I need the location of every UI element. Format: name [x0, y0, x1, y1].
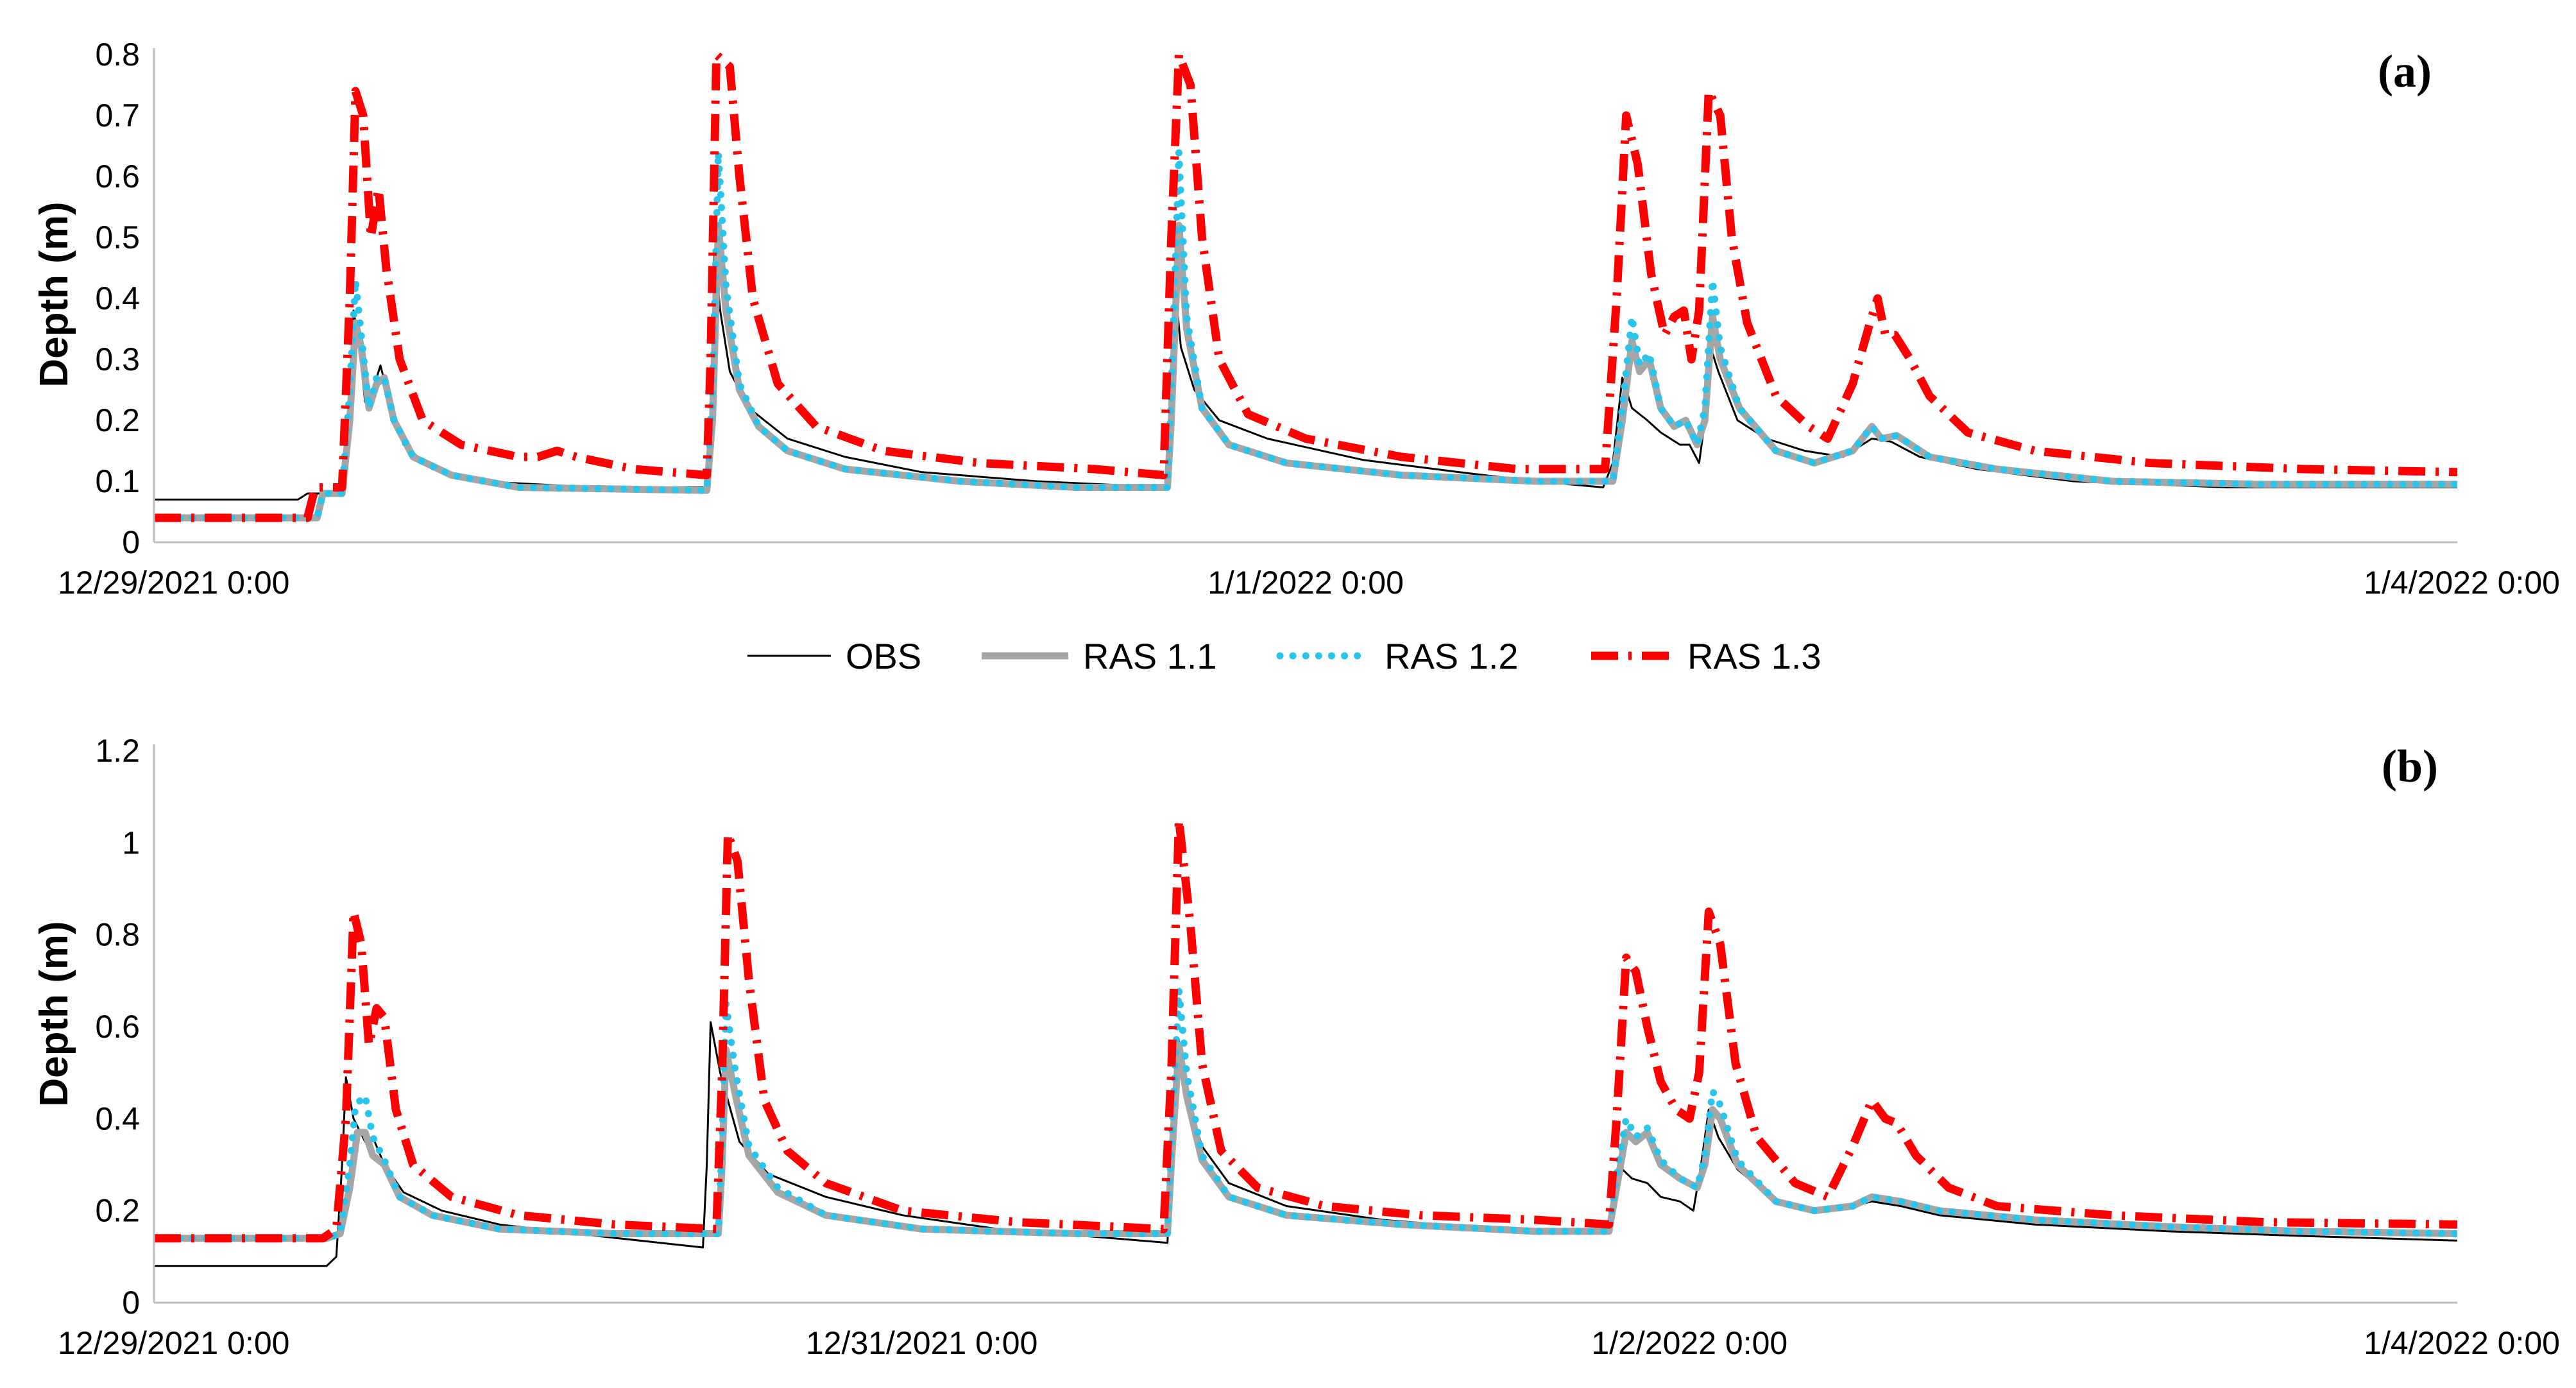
x-tick-label: 12/29/2021 0:00: [58, 1325, 289, 1361]
y-tick-label: 0: [122, 1285, 140, 1321]
y-tick-label: 0.2: [95, 1193, 140, 1229]
panel-a-label: (a): [2378, 46, 2432, 97]
series-line-ras-1-3: [154, 816, 2457, 1243]
y-tick-label: 0.6: [95, 1009, 140, 1045]
y-tick-label: 0.4: [95, 280, 140, 316]
legend-item-obs: OBS: [747, 636, 921, 676]
panel-b-label: (b): [2382, 741, 2438, 792]
panel-b-series: [154, 816, 2457, 1267]
x-tick-label: 1/4/2022 0:00: [2364, 1325, 2560, 1361]
y-tick-label: 0.3: [95, 341, 140, 377]
legend-label-obs: OBS: [846, 636, 921, 676]
y-tick-label: 0.8: [95, 37, 140, 73]
legend: OBS RAS 1.1 RAS 1.2 RAS 1.3: [747, 636, 1821, 676]
panel-a-y-axis-label: Depth (m): [32, 201, 76, 387]
y-tick-label: 0.8: [95, 917, 140, 953]
legend-label-ras-1-3: RAS 1.3: [1687, 636, 1821, 676]
y-tick-label: 0.1: [95, 463, 140, 499]
panel-a-axes: [153, 48, 2457, 544]
y-tick-label: 0.7: [95, 98, 140, 133]
y-tick-label: 1: [122, 825, 140, 861]
panel-b-x-tick-labels: 12/29/2021 0:00 12/31/2021 0:00 1/2/2022 0…: [58, 1325, 2560, 1361]
x-tick-label: 12/29/2021 0:00: [58, 565, 289, 601]
y-tick-label: 0.5: [95, 219, 140, 255]
x-tick-label: 1/1/2022 0:00: [1207, 565, 1404, 601]
panel-b-y-tick-labels: 0 0.2 0.4 0.6 0.8 1 1.2: [95, 733, 140, 1321]
panel-a: 0 0.1 0.2 0.3 0.4 0.5 0.6 0.7 0.8 12/29/2021 0:0…: [32, 37, 2560, 601]
series-line-ras-1-2: [154, 148, 2457, 522]
series-line-ras-1-3: [154, 50, 2457, 522]
y-tick-label: 1.2: [95, 733, 140, 769]
panel-a-series: [154, 50, 2457, 522]
panel-b-axes: [153, 744, 2457, 1304]
legend-label-ras-1-2: RAS 1.2: [1385, 636, 1519, 676]
y-tick-label: 0.2: [95, 402, 140, 438]
legend-item-ras-1-1: RAS 1.1: [982, 636, 1217, 676]
x-tick-label: 12/31/2021 0:00: [806, 1325, 1037, 1361]
series-line-ras-1-2: [154, 986, 2457, 1242]
series-line-ras-1-1: [154, 221, 2457, 522]
y-tick-label: 0.4: [95, 1101, 140, 1136]
panel-a-x-tick-labels: 12/29/2021 0:00 1/1/2022 0:00 1/4/2022 0:0…: [58, 565, 2560, 601]
panel-a-y-tick-labels: 0 0.1 0.2 0.3 0.4 0.5 0.6 0.7 0.8: [95, 37, 140, 560]
legend-label-ras-1-1: RAS 1.1: [1083, 636, 1217, 676]
y-tick-label: 0.6: [95, 159, 140, 194]
x-tick-label: 1/2/2022 0:00: [1591, 1325, 1787, 1361]
legend-item-ras-1-2: RAS 1.2: [1276, 636, 1519, 676]
y-tick-label: 0: [122, 524, 140, 560]
x-tick-label: 1/4/2022 0:00: [2364, 565, 2560, 601]
panel-b-y-axis-label: Depth (m): [32, 921, 76, 1106]
legend-item-ras-1-3: RAS 1.3: [1591, 636, 1821, 676]
panel-b: 0 0.2 0.4 0.6 0.8 1 1.2 12/29/2021 0:00 12/31/2…: [32, 733, 2560, 1361]
